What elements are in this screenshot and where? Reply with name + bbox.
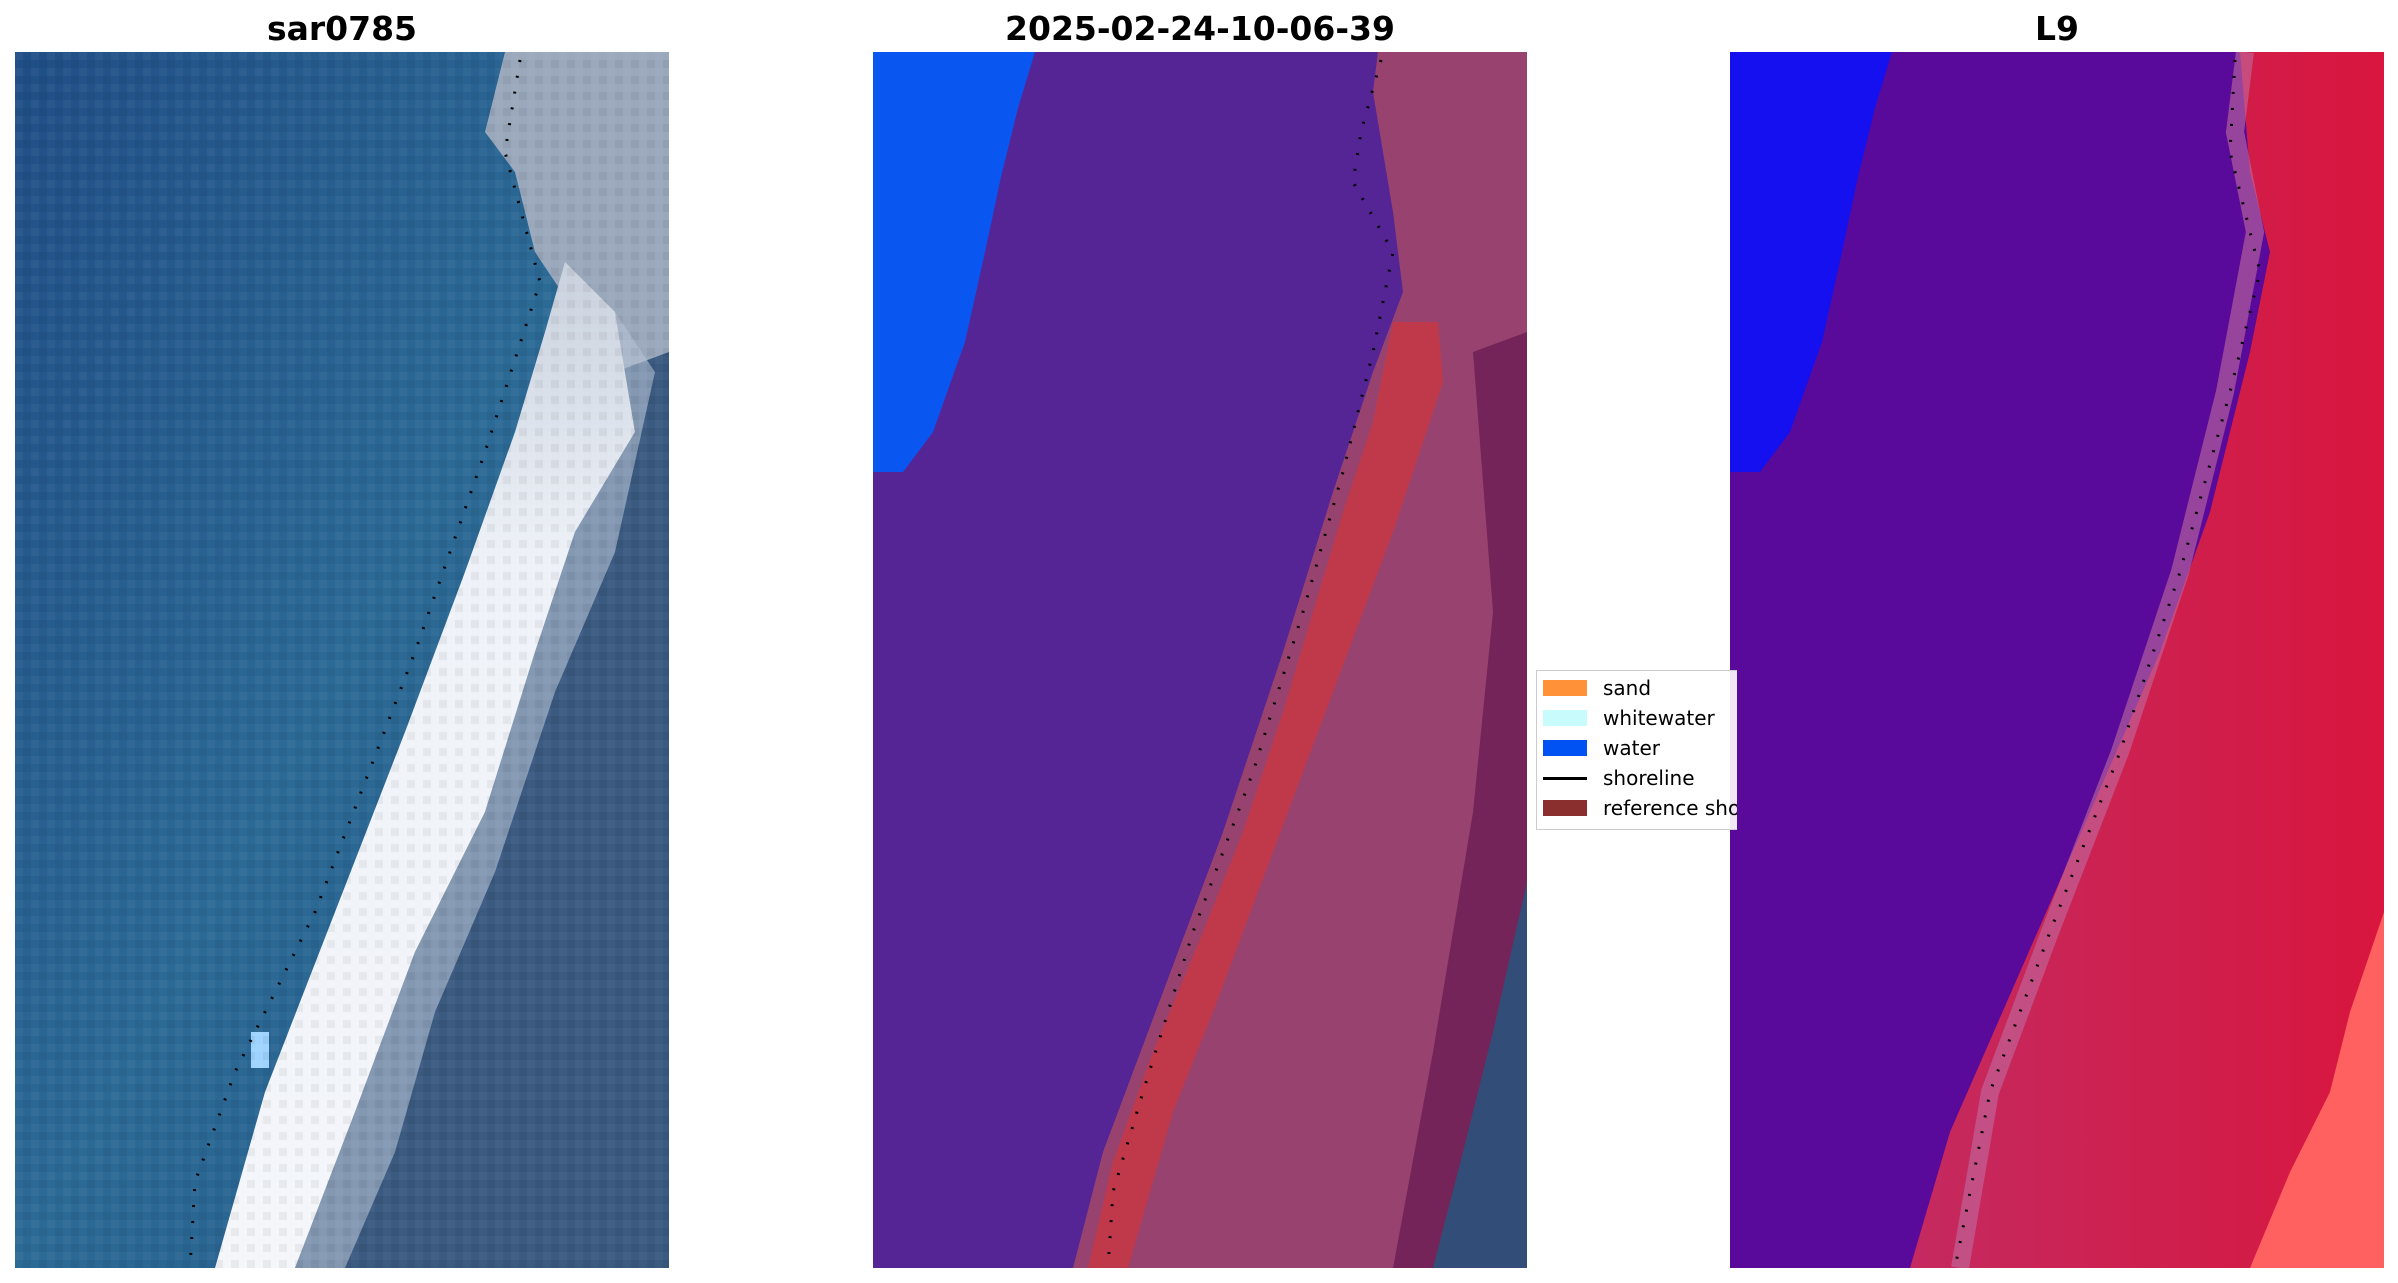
legend-item-shoreline: shoreline <box>1543 763 1695 793</box>
legend-item-sand: sand <box>1543 673 1651 703</box>
legend-swatch-whitewater <box>1543 710 1587 726</box>
legend-label: water <box>1603 736 1660 760</box>
legend-label: sand <box>1603 676 1652 700</box>
rgb-satellite-image <box>15 52 669 1268</box>
legend-label: whitewater <box>1603 706 1715 730</box>
legend-swatch-sand <box>1543 680 1587 696</box>
legend-item-reference-shoreline: reference shoreline <box>1543 793 1737 823</box>
panel-title-mndwi: L9 <box>2035 9 2079 48</box>
legend-label: reference shoreline <box>1603 796 1737 820</box>
legend: sand whitewater water shoreline referenc… <box>1536 670 1737 830</box>
legend-label: shoreline <box>1603 766 1695 790</box>
panel-title-rgb: sar0785 <box>266 9 418 48</box>
legend-swatch-water <box>1543 740 1587 756</box>
legend-swatch-shoreline <box>1543 776 1587 780</box>
legend-item-water: water <box>1543 733 1660 763</box>
panel-title-classified: 2025-02-24-10-06-39 <box>1005 9 1395 48</box>
classified-image <box>873 52 1527 1268</box>
legend-item-whitewater: whitewater <box>1543 703 1715 733</box>
index-image <box>1730 52 2384 1268</box>
legend-swatch-reference-shoreline <box>1543 800 1587 816</box>
